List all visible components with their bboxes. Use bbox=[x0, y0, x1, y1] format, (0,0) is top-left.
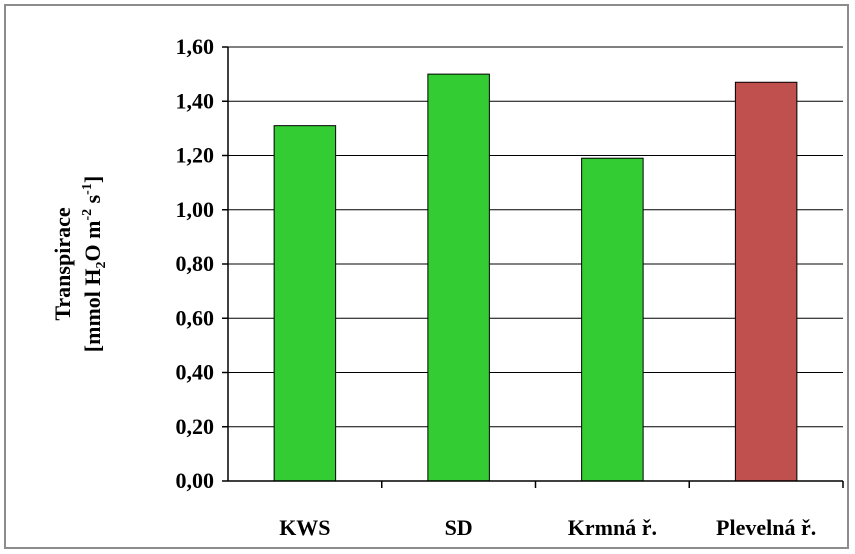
axes bbox=[222, 46, 844, 488]
chart-frame bbox=[4, 4, 849, 549]
x-category-label: KWS bbox=[279, 515, 330, 540]
bar-3 bbox=[581, 157, 644, 482]
y-tick-labels: 0,00 0,20 0,40 0,60 0,80 1,00 1,20 1,40 1,60 bbox=[176, 34, 215, 493]
y-tick-label: 1,60 bbox=[176, 34, 215, 59]
bar-2 bbox=[427, 73, 490, 482]
x-category-label: SD bbox=[445, 515, 473, 540]
x-category-labels: KWS SD Krmná ř. Plevelná ř. bbox=[279, 515, 816, 540]
y-tick-label: 0,00 bbox=[176, 468, 215, 493]
bar-4 bbox=[734, 81, 798, 482]
bars bbox=[273, 73, 798, 482]
y-axis-title: Transpirace [mmol H2O m-2 s-1] bbox=[50, 176, 109, 352]
y-tick-label: 0,80 bbox=[176, 251, 215, 276]
y-tick-label: 1,40 bbox=[176, 88, 215, 113]
y-tick-label: 0,60 bbox=[176, 305, 215, 330]
y-axis-title-line1: Transpirace bbox=[50, 207, 75, 320]
x-category-label: Plevelná ř. bbox=[716, 515, 816, 540]
y-axis-title-line2: [mmol H2O m-2 s-1] bbox=[80, 176, 109, 352]
y-tick-label: 1,00 bbox=[176, 197, 215, 222]
y-tick-label: 0,40 bbox=[176, 360, 215, 385]
y-tick-label: 0,20 bbox=[176, 414, 215, 439]
bar-1 bbox=[273, 125, 337, 482]
y-tick-label: 1,20 bbox=[176, 143, 215, 168]
x-category-label: Krmná ř. bbox=[568, 515, 657, 540]
